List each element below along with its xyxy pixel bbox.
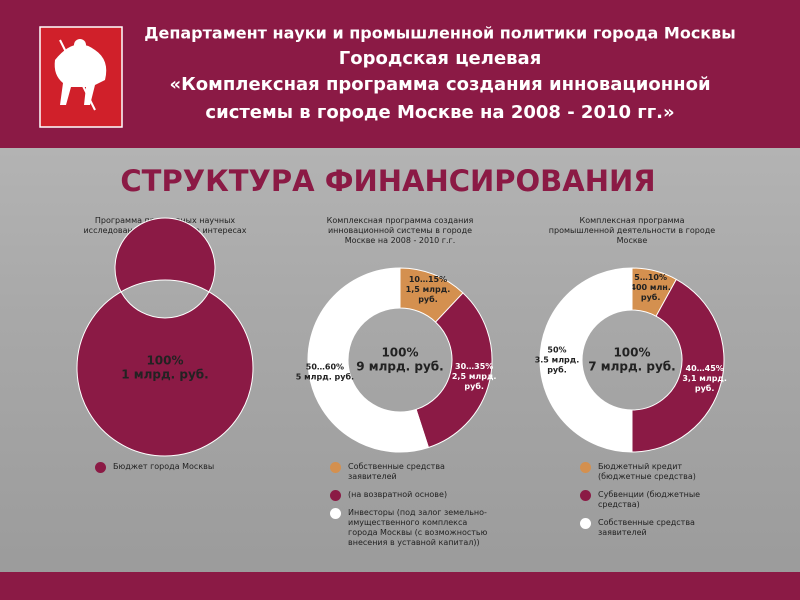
segment-label: 2,5 млрд. bbox=[452, 372, 497, 381]
legend-swatch bbox=[580, 518, 591, 529]
legend-label: Субвенции (бюджетные средства) bbox=[598, 490, 701, 509]
legend: Собственные средства заявителей (на возвр… bbox=[330, 462, 490, 556]
center-label: 100% bbox=[381, 346, 418, 360]
legend-label: (на возвратной основе) bbox=[348, 490, 448, 499]
segment-label: 1,5 млрд. bbox=[406, 285, 451, 294]
segment-label: руб. bbox=[547, 365, 567, 375]
segment-label: руб. bbox=[641, 292, 661, 302]
coat-of-arms bbox=[39, 26, 123, 128]
legend-label: Собственные средства заявителей bbox=[348, 462, 445, 481]
chart-title: Комплексная программа создания инновацио… bbox=[326, 216, 474, 245]
donut-segment bbox=[539, 267, 633, 453]
slide-title: СТРУКТУРА ФИНАНСИРОВАНИЯ bbox=[120, 164, 655, 198]
legend-swatch bbox=[330, 462, 341, 473]
center-label: 1 млрд. руб. bbox=[121, 368, 209, 382]
legend-item: Субвенции (бюджетные средства) bbox=[580, 490, 730, 510]
donut-segment bbox=[307, 267, 430, 453]
donut-segment bbox=[631, 278, 725, 453]
legend-item: Бюджет города Москвы bbox=[95, 462, 295, 473]
legend-swatch bbox=[580, 462, 591, 473]
center-label: 7 млрд. руб. bbox=[588, 360, 676, 374]
segment-label: 5…10% bbox=[634, 273, 667, 282]
center-label: 9 млрд. руб. bbox=[356, 360, 444, 374]
header-line: Департамент науки и промышленной политик… bbox=[144, 24, 736, 43]
legend-swatch bbox=[95, 462, 106, 473]
chart-title-box: Комплексная программа промышленной деяте… bbox=[548, 216, 716, 245]
donut-segment bbox=[415, 292, 493, 449]
center-label: 100% bbox=[146, 354, 183, 368]
legend: Бюджетный кредит (бюджетные средства) Суб… bbox=[580, 462, 730, 546]
segment-label: 3,1 млрд. bbox=[682, 374, 727, 383]
segment-label: руб. bbox=[695, 383, 715, 393]
legend-item: Бюджетный кредит (бюджетные средства) bbox=[580, 462, 730, 482]
chart-title-box: Комплексная программа создания инновацио… bbox=[326, 216, 474, 245]
footer-band bbox=[0, 572, 800, 600]
legend-label: Бюджет города Москвы bbox=[113, 462, 215, 471]
legend-item: Собственные средства заявителей bbox=[330, 462, 490, 482]
header-line: системы в городе Москве на 2008 - 2010 г… bbox=[205, 102, 674, 123]
legend: Бюджет города Москвы bbox=[95, 462, 295, 480]
segment-label: 30…35% bbox=[455, 362, 493, 371]
segment-label: руб. bbox=[418, 294, 438, 304]
segment-label: 5 млрд. руб. bbox=[296, 371, 354, 381]
legend-label: Бюджетный кредит (бюджетные средства) bbox=[598, 462, 696, 481]
segment-label: 10…15% bbox=[409, 275, 447, 284]
header-line: «Комплексная программа создания инноваци… bbox=[169, 74, 710, 95]
legend-swatch bbox=[580, 490, 591, 501]
header-line: Городская целевая bbox=[339, 48, 542, 69]
legend-label: Инвесторы (под залог земельно-имуществен… bbox=[348, 508, 488, 547]
legend-item: (на возвратной основе) bbox=[330, 490, 490, 501]
legend-swatch bbox=[330, 490, 341, 501]
legend-label: Собственные средства заявителей bbox=[598, 518, 695, 537]
segment-label: 40…45% bbox=[686, 364, 724, 373]
segment-label: 3.5 млрд. bbox=[535, 356, 580, 365]
center-label: 100% bbox=[613, 346, 650, 360]
legend-item: Инвесторы (под залог земельно-имуществен… bbox=[330, 508, 490, 548]
segment-label: 50% bbox=[547, 346, 566, 355]
legend-swatch bbox=[330, 508, 341, 519]
legend-item: Собственные средства заявителей bbox=[580, 518, 730, 538]
header-band bbox=[0, 0, 800, 148]
segment-label: руб. bbox=[464, 381, 484, 391]
donut-segment bbox=[76, 217, 254, 457]
segment-label: 50…60% bbox=[306, 362, 344, 371]
segment-label: 400 млн. bbox=[630, 283, 670, 292]
chart-title: Комплексная программа промышленной деяте… bbox=[548, 216, 716, 245]
